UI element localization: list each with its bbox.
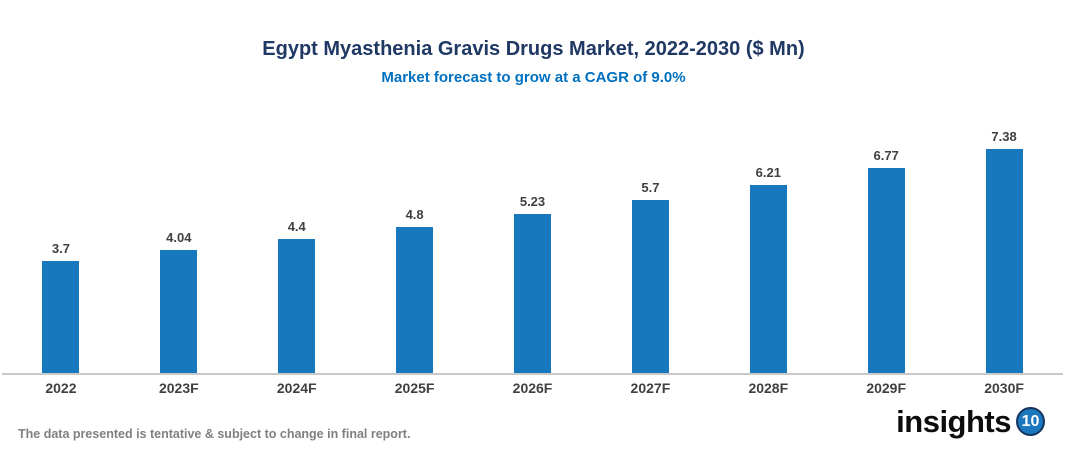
bar-group: 4.04: [120, 230, 238, 373]
chart-header: Egypt Myasthenia Gravis Drugs Market, 20…: [0, 38, 1067, 86]
bar: [514, 214, 551, 373]
bar: [396, 227, 434, 373]
x-axis-label: 2024F: [276, 380, 317, 396]
bar-value-label: 6.77: [873, 148, 899, 163]
x-axis-label: 2026F: [512, 380, 553, 396]
x-axis-label: 2028F: [748, 380, 789, 396]
bar-group: 6.77: [827, 148, 945, 373]
bar-group: 4.8: [356, 207, 474, 373]
x-axis-label: 2027F: [630, 380, 671, 396]
bar-value-label: 4.4: [287, 219, 306, 234]
disclaimer-text: The data presented is tentative & subjec…: [18, 427, 411, 441]
x-axis-label: 2029F: [866, 380, 907, 396]
x-axis-line: [2, 373, 1063, 375]
bar: [278, 239, 316, 373]
bar-chart: 3.7 4.04 4.4 4.8 5.23 5.7 6.21 6.77 7.38 2022 202…: [2, 0, 1063, 396]
logo-badge-10: 10: [1016, 407, 1045, 436]
x-axis-labels: 2022 2023F 2024F 2025F 2026F 2027F 2028F 2029F 2…: [2, 380, 1063, 396]
bar-group: 4.4: [238, 219, 356, 373]
bar: [749, 185, 787, 373]
bar-value-label: 6.21: [755, 165, 781, 180]
logo-text: insights: [896, 404, 1011, 439]
bar-value-label: 3.7: [51, 241, 70, 256]
bar-value-label: 4.8: [405, 207, 424, 222]
bar-group: 5.7: [591, 180, 709, 373]
x-axis-label: 2022: [45, 380, 77, 396]
x-axis-label: 2030F: [984, 380, 1024, 396]
chart-title: Egypt Myasthenia Gravis Drugs Market, 20…: [262, 38, 805, 60]
x-axis-label: 2025F: [394, 380, 435, 396]
bar-value-label: 5.7: [641, 180, 660, 195]
bar-group: 7.38: [945, 129, 1063, 373]
bar: [631, 200, 669, 373]
bar-group: 5.23: [474, 194, 592, 373]
bar: [160, 250, 198, 373]
bar-value-label: 5.23: [519, 194, 546, 209]
bar-value-label: 4.04: [166, 230, 192, 245]
bar-group: 3.7: [2, 241, 120, 373]
bar: [42, 261, 80, 373]
bars-container: 3.7 4.04 4.4 4.8 5.23 5.7 6.21 6.77 7.38: [2, 0, 1063, 373]
x-axis-label: 2023F: [158, 380, 199, 396]
chart-subtitle: Market forecast to grow at a CAGR of 9.0…: [381, 69, 686, 86]
bar-group: 6.21: [709, 165, 827, 373]
insights10-logo: insights 10: [896, 406, 1045, 437]
bar: [985, 149, 1023, 373]
bar: [867, 168, 905, 373]
bar-value-label: 7.38: [991, 129, 1017, 144]
